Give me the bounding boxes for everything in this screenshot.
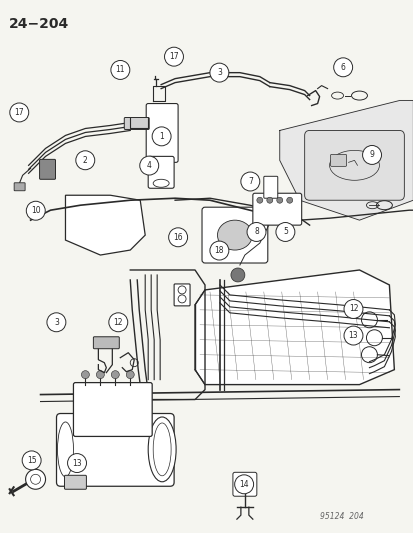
Circle shape xyxy=(81,370,89,378)
Circle shape xyxy=(152,127,171,146)
Circle shape xyxy=(109,313,128,332)
Circle shape xyxy=(10,103,28,122)
Circle shape xyxy=(256,197,262,203)
Text: 15: 15 xyxy=(27,456,36,465)
Text: 7: 7 xyxy=(247,177,252,186)
Circle shape xyxy=(230,268,244,282)
Circle shape xyxy=(26,201,45,220)
FancyBboxPatch shape xyxy=(14,183,25,191)
FancyBboxPatch shape xyxy=(174,284,190,306)
Text: 3: 3 xyxy=(54,318,59,327)
Text: 8: 8 xyxy=(254,228,258,237)
Circle shape xyxy=(362,146,381,164)
FancyBboxPatch shape xyxy=(56,414,174,486)
Text: 3: 3 xyxy=(216,68,221,77)
Text: 95124  204: 95124 204 xyxy=(319,512,363,521)
Circle shape xyxy=(276,197,282,203)
Circle shape xyxy=(22,451,41,470)
Circle shape xyxy=(96,370,104,378)
Circle shape xyxy=(47,313,66,332)
Text: 13: 13 xyxy=(348,331,357,340)
Circle shape xyxy=(247,222,265,241)
FancyBboxPatch shape xyxy=(64,475,86,489)
Text: 9: 9 xyxy=(369,150,374,159)
FancyBboxPatch shape xyxy=(304,131,404,200)
Text: 13: 13 xyxy=(72,458,82,467)
Polygon shape xyxy=(195,270,394,385)
FancyBboxPatch shape xyxy=(233,472,256,496)
Circle shape xyxy=(140,156,158,175)
Circle shape xyxy=(126,370,134,378)
Text: 14: 14 xyxy=(239,480,248,489)
Text: 10: 10 xyxy=(31,206,40,215)
FancyBboxPatch shape xyxy=(330,155,346,166)
Circle shape xyxy=(343,300,362,318)
Circle shape xyxy=(240,172,259,191)
Circle shape xyxy=(275,222,294,241)
Text: 12: 12 xyxy=(348,304,357,313)
Text: 16: 16 xyxy=(173,233,183,242)
Circle shape xyxy=(168,228,187,247)
Circle shape xyxy=(67,454,86,473)
Text: 2: 2 xyxy=(83,156,88,165)
Circle shape xyxy=(333,58,352,77)
Text: 17: 17 xyxy=(14,108,24,117)
FancyBboxPatch shape xyxy=(146,103,178,163)
Circle shape xyxy=(234,475,253,494)
Text: 6: 6 xyxy=(340,63,345,72)
Text: 4: 4 xyxy=(147,161,151,170)
FancyBboxPatch shape xyxy=(202,207,267,263)
Ellipse shape xyxy=(148,417,176,482)
Text: 5: 5 xyxy=(282,228,287,237)
Ellipse shape xyxy=(217,220,252,250)
Circle shape xyxy=(26,470,45,489)
Text: 24−204: 24−204 xyxy=(9,17,69,31)
Text: 18: 18 xyxy=(214,246,223,255)
FancyBboxPatch shape xyxy=(124,117,149,130)
FancyBboxPatch shape xyxy=(148,156,174,188)
Text: 17: 17 xyxy=(169,52,178,61)
Circle shape xyxy=(164,47,183,66)
Text: 12: 12 xyxy=(113,318,123,327)
FancyBboxPatch shape xyxy=(40,159,55,179)
Polygon shape xyxy=(65,195,145,255)
Circle shape xyxy=(76,151,95,169)
Circle shape xyxy=(209,241,228,260)
Circle shape xyxy=(266,197,272,203)
Circle shape xyxy=(343,326,362,345)
Circle shape xyxy=(286,197,292,203)
FancyBboxPatch shape xyxy=(93,337,119,349)
FancyBboxPatch shape xyxy=(73,383,152,437)
Ellipse shape xyxy=(57,422,73,477)
Text: 1: 1 xyxy=(159,132,164,141)
Circle shape xyxy=(111,60,130,79)
Polygon shape xyxy=(279,101,412,220)
FancyBboxPatch shape xyxy=(252,193,301,225)
Text: 11: 11 xyxy=(115,66,125,75)
FancyBboxPatch shape xyxy=(263,176,277,198)
Circle shape xyxy=(111,370,119,378)
Circle shape xyxy=(209,63,228,82)
